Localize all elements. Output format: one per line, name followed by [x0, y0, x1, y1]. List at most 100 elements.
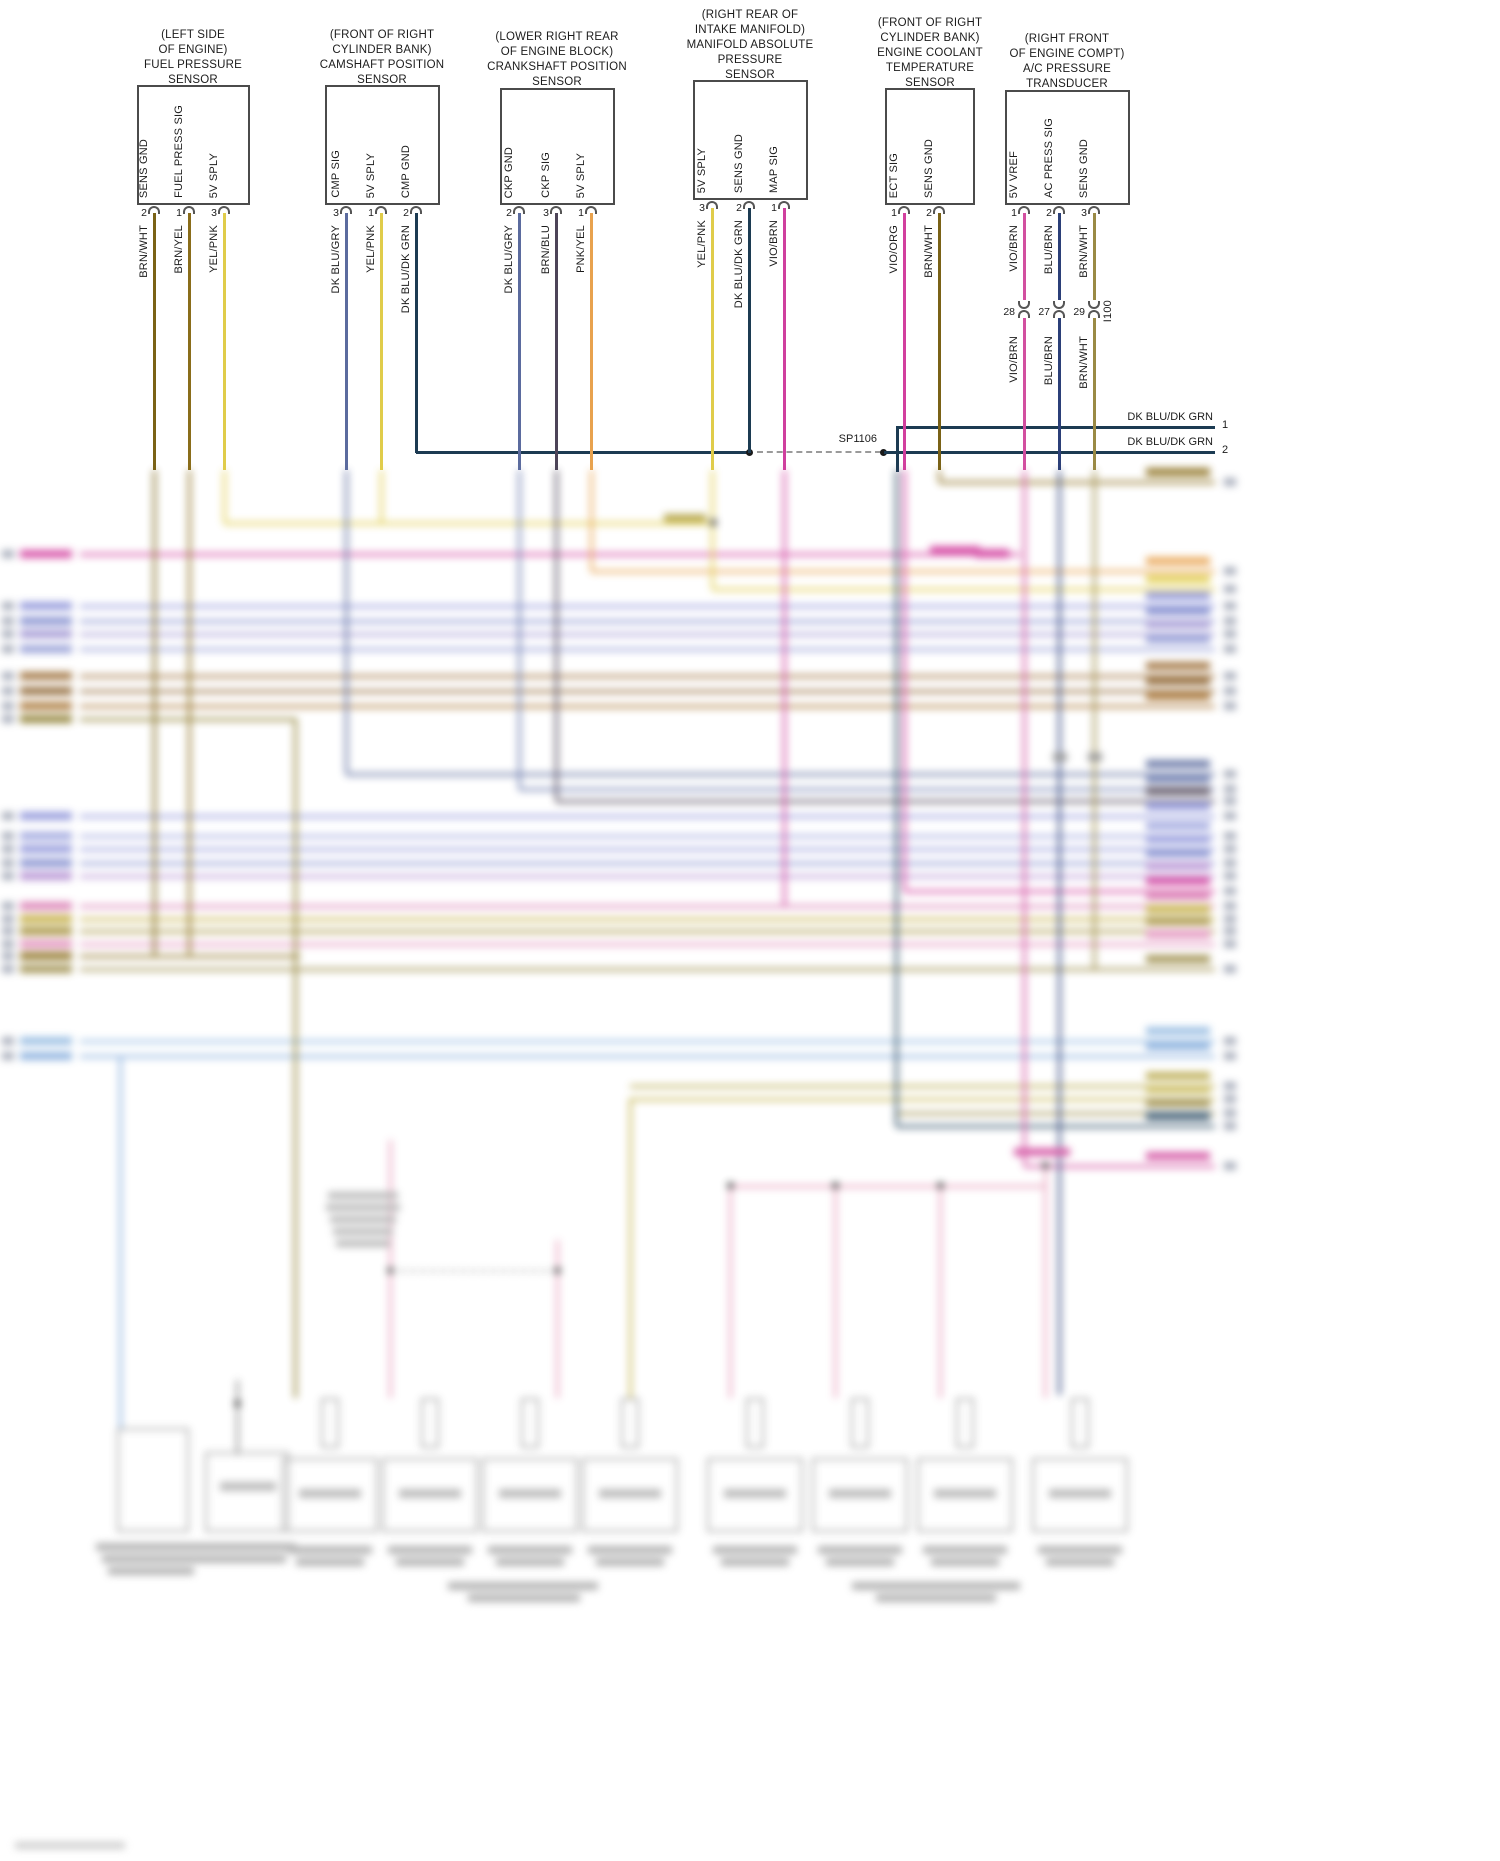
caption-blob — [852, 1582, 1020, 1590]
wire-run — [630, 1098, 1215, 1101]
label-blob — [724, 1489, 786, 1498]
wire-run — [80, 553, 1020, 556]
pin-connector-symbol — [513, 206, 525, 214]
inline-connector-pin-number: 28 — [1003, 306, 1015, 318]
sensor-box — [137, 85, 250, 205]
wire-label-blob — [1146, 1042, 1210, 1050]
wire-label-blob — [20, 915, 72, 923]
sensor-title-line: SENSOR — [532, 76, 582, 88]
sensor-wire — [1023, 213, 1026, 300]
caption-blob — [876, 1594, 996, 1602]
edge-pin-blob — [1224, 1122, 1236, 1130]
sensor-title-line: FUEL PRESSURE — [143, 59, 243, 71]
edge-pin-blob — [1224, 797, 1236, 805]
wire-label-blob — [1146, 468, 1210, 476]
label-blob — [499, 1489, 561, 1498]
sensor-wire — [153, 213, 156, 470]
edge-pin-blob — [1224, 785, 1236, 793]
wire-label-blob — [1146, 849, 1210, 857]
wire-label-blob — [1146, 662, 1210, 670]
wire-label-blob — [20, 812, 72, 820]
wire-label-blob — [20, 550, 72, 558]
wire-run-vertical — [1023, 470, 1026, 1165]
wire-run — [80, 968, 1215, 971]
pin-connector-symbol — [410, 206, 422, 214]
wire-label-blob — [20, 617, 72, 625]
wire-run — [712, 588, 1215, 591]
wire-run-vertical — [1093, 470, 1096, 968]
caption-blob — [108, 1567, 194, 1575]
splice-label: SP1106 — [838, 433, 877, 445]
sensor-title-line: CYLINDER BANK) — [880, 32, 980, 44]
wire-run — [80, 1055, 1215, 1058]
label-blob — [1049, 1489, 1111, 1498]
inline-connector-symbol-upper — [1088, 301, 1100, 309]
wire-color-label: BRN/WHT — [1078, 225, 1090, 278]
wire-label-blob — [1146, 862, 1210, 870]
label-blob — [599, 1489, 661, 1498]
caption-blob — [931, 1558, 999, 1566]
edge-pin-blob — [1224, 672, 1236, 680]
edge-pin-blob — [2, 845, 14, 853]
wire-run — [80, 905, 1215, 908]
wire-label-blob — [20, 630, 72, 638]
edge-pin-blob — [2, 630, 14, 638]
connector-box — [851, 1398, 869, 1448]
sensor-title-line: OF ENGINE COMPT) — [1009, 48, 1125, 60]
edge-pin-blob — [1224, 887, 1236, 895]
pcm-wire-label-1: DK BLU/DK GRN — [1127, 411, 1213, 423]
junction-dot — [1042, 1162, 1049, 1169]
label-blob — [399, 1489, 461, 1498]
edge-pin-blob — [1224, 872, 1236, 880]
wire-run — [80, 705, 1215, 708]
sensor-wire — [590, 213, 593, 470]
edge-pin-blob — [2, 832, 14, 840]
connector-box — [117, 1428, 189, 1532]
edge-pin-blob — [2, 940, 14, 948]
sensor-title-line: (RIGHT FRONT — [1024, 33, 1110, 45]
wire-color-label: BRN/WHT — [138, 225, 150, 278]
wire-label-blob — [1146, 635, 1210, 643]
wire-color-label: DK BLU/GRY — [330, 225, 342, 294]
wire-label-blob — [1146, 802, 1210, 810]
edge-pin-blob — [1224, 1082, 1236, 1090]
wire-run — [896, 1125, 1215, 1128]
wire-cmp-gnd-horizontal — [416, 451, 750, 454]
wire-label-blob — [1146, 917, 1210, 925]
connector-box — [1071, 1398, 1089, 1448]
note-blob — [326, 1204, 400, 1211]
sensor-wire — [518, 213, 521, 470]
connector-box — [1032, 1458, 1128, 1532]
wire-run-vertical — [119, 1056, 122, 1428]
wire-label-blob — [1146, 787, 1210, 795]
wire-run — [80, 955, 300, 958]
wire-color-label: YEL/PNK — [365, 225, 377, 273]
inline-connector-symbol-lower — [1053, 310, 1065, 318]
connector-box — [621, 1398, 639, 1448]
wire-color-label: VIO/BRN — [768, 220, 780, 267]
sensor-box — [325, 85, 440, 205]
connector-box — [917, 1458, 1013, 1532]
wire-run-vertical — [380, 470, 383, 522]
wire-run-vertical — [895, 470, 898, 1125]
caption-blob — [296, 1558, 364, 1566]
connector-box — [382, 1458, 478, 1532]
wire-label-blob — [20, 927, 72, 935]
blurred-lower-diagram-region — [0, 468, 1500, 1861]
wire-run-vertical — [236, 1380, 239, 1455]
wire-label-blob — [20, 872, 72, 880]
pin-number: 2 — [506, 207, 512, 219]
sensor-wire — [711, 208, 714, 470]
edge-pin-blob — [2, 872, 14, 880]
wire-label-blob — [20, 965, 72, 973]
note-blob — [336, 1240, 390, 1247]
wire-run — [80, 690, 1215, 693]
edge-pin-blob — [1224, 617, 1236, 625]
edge-pin-blob — [2, 1037, 14, 1045]
junction-dot — [937, 1182, 944, 1189]
pin-label: SENS GND — [733, 133, 745, 193]
sensor-box — [885, 88, 975, 205]
wire-label-blob — [20, 940, 72, 948]
wire-run-vertical — [188, 470, 191, 955]
inline-connector-pin-number: 27 — [1038, 306, 1050, 318]
